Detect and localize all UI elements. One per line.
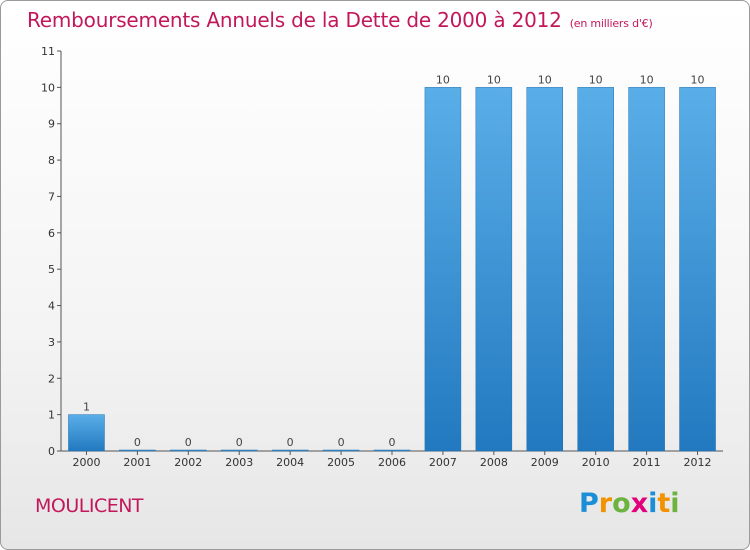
chart-title-text: Remboursements Annuels de la Dette de 20… <box>27 8 562 32</box>
logo-letter: t <box>657 488 671 519</box>
bar-value-label: 10 <box>487 73 501 86</box>
bar <box>119 449 156 452</box>
x-tick-label: 2010 <box>582 456 610 469</box>
bar-value-label: 0 <box>338 436 345 449</box>
x-tick-label: 2007 <box>429 456 457 469</box>
logo-letter: r <box>598 488 613 519</box>
x-tick-label: 2009 <box>531 456 559 469</box>
bar <box>373 449 411 452</box>
logo-letter: i <box>670 488 680 519</box>
y-tick-label: 11 <box>41 45 55 58</box>
y-tick-label: 8 <box>48 154 55 167</box>
chart-title: Remboursements Annuels de la Dette de 20… <box>27 8 653 32</box>
chart-bars <box>68 87 716 452</box>
bar-value-label: 0 <box>287 436 294 449</box>
x-tick-label: 2002 <box>174 456 202 469</box>
y-tick-label: 7 <box>48 190 55 203</box>
x-tick-label: 2008 <box>480 456 508 469</box>
x-tick-label: 2001 <box>123 456 151 469</box>
y-tick-label: 10 <box>41 81 55 94</box>
x-tick-label: 2006 <box>378 456 406 469</box>
logo-letter: x <box>630 488 649 519</box>
y-tick-label: 3 <box>48 336 55 349</box>
bar-value-label: 0 <box>236 436 243 449</box>
bar <box>170 449 207 452</box>
y-tick-label: 1 <box>48 409 55 422</box>
y-tick-label: 4 <box>48 300 55 313</box>
bar <box>628 87 665 452</box>
logo-letter: o <box>612 488 631 519</box>
bar-value-label: 10 <box>589 73 603 86</box>
chart-labels: 10 0 0 0 0 010 10 10 10 10 10 <box>83 73 705 449</box>
bar <box>526 87 564 452</box>
bar-value-label: 0 <box>185 436 192 449</box>
bar-value-label: 0 <box>134 436 141 449</box>
bar-value-label: 10 <box>640 73 654 86</box>
bar <box>424 87 462 452</box>
bar-value-label: 10 <box>691 73 705 86</box>
x-tick-label: 2012 <box>684 456 712 469</box>
bar <box>271 449 309 452</box>
bar-value-label: 10 <box>436 73 450 86</box>
x-tick-label: 2004 <box>276 456 304 469</box>
logo-letter: i <box>648 488 658 519</box>
x-tick-label: 2011 <box>633 456 661 469</box>
y-tick-label: 0 <box>48 445 55 458</box>
bar <box>322 449 360 452</box>
bar <box>68 414 105 452</box>
bar <box>220 449 258 452</box>
y-tick-label: 6 <box>48 227 55 240</box>
chart-unit: (en milliers d'€) <box>569 17 653 30</box>
proxiti-logo: Proxiti <box>579 488 680 519</box>
bar-value-label: 1 <box>83 401 90 414</box>
bar-value-label: 10 <box>538 73 552 86</box>
y-tick-label: 9 <box>48 118 55 131</box>
commune-name: MOULICENT <box>35 495 144 517</box>
bar-value-label: 0 <box>389 436 396 449</box>
bar <box>679 87 716 452</box>
x-tick-label: 2000 <box>72 456 100 469</box>
bar <box>475 87 513 452</box>
y-tick-label: 2 <box>48 372 55 385</box>
bar <box>577 87 614 452</box>
x-tick-label: 2003 <box>225 456 253 469</box>
y-tick-label: 5 <box>48 263 55 276</box>
x-tick-label: 2005 <box>327 456 355 469</box>
logo-letter: P <box>579 488 599 519</box>
